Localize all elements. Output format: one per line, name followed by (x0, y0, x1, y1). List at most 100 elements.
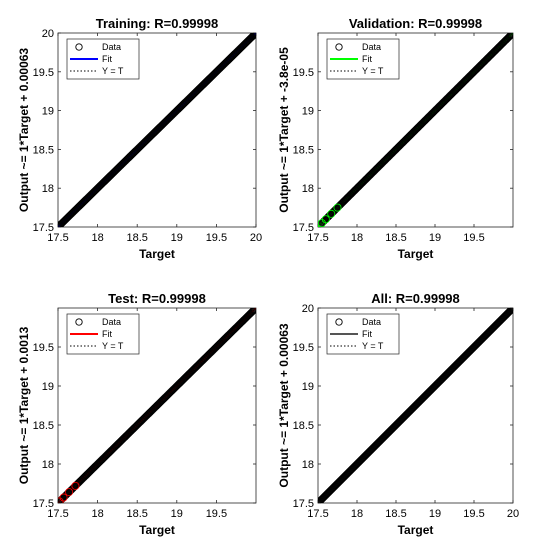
x-tick-label: 19 (171, 508, 183, 520)
plot-area (318, 33, 513, 227)
data-point (250, 308, 256, 314)
x-tick-label: 19 (429, 232, 441, 244)
y-tick-label: 19 (42, 381, 54, 393)
x-tick-label: 19.5 (206, 508, 227, 520)
y-tick-label: 17.5 (33, 498, 54, 510)
y-tick-label: 18.5 (33, 420, 54, 432)
chart-title: Test: R=0.99998 (108, 291, 206, 306)
data-point (507, 33, 513, 39)
y-tick-label: 19 (302, 106, 314, 118)
y-tick-label: 18.5 (293, 420, 314, 432)
chart-title: All: R=0.99998 (371, 291, 460, 306)
legend-data-marker (75, 318, 83, 326)
legend-label: Fit (102, 54, 112, 64)
x-tick-label: 19 (171, 232, 183, 244)
chart-title: Validation: R=0.99998 (349, 16, 482, 31)
y-axis-label: Output ~= 1*Target + 0.00063 (277, 323, 291, 488)
data-point-highlight (321, 215, 330, 224)
x-tick-label: 18 (91, 232, 103, 244)
data-point (508, 308, 513, 313)
data-point (509, 308, 513, 312)
legend-label: Data (102, 317, 121, 327)
y-tick-label: 20 (302, 303, 314, 315)
x-axis-label: Target (139, 523, 175, 537)
data-point (250, 308, 256, 314)
x-tick-label: 18 (91, 508, 103, 520)
y-tick-label: 19 (42, 106, 54, 118)
data-point (249, 33, 256, 40)
x-tick-label: 19.5 (463, 232, 484, 244)
y-axis-label: Output ~= 1*Target + 0.0013 (17, 326, 31, 484)
x-tick-label: 19 (429, 508, 441, 520)
data-point-highlight (65, 488, 74, 497)
x-tick-label: 17.5 (307, 508, 328, 520)
x-tick-label: 17.5 (47, 232, 68, 244)
plot-area (58, 33, 256, 227)
y-tick-label: 18.5 (293, 144, 314, 156)
y-axis-label: Output ~= 1*Target + -3.8e-05 (277, 47, 291, 213)
data-point (506, 33, 513, 40)
x-tick-label: 17.5 (307, 232, 328, 244)
data-point (507, 308, 513, 314)
legend-data-marker (335, 318, 343, 326)
data-point (507, 33, 513, 39)
data-point-highlight (327, 209, 336, 218)
y-tick-label: 20 (42, 28, 54, 40)
chart-panel-1: 17.5 18 18.5 19 19.5 20 17.5 18 18.5 19 19.5 20 Trai… (17, 16, 262, 261)
y-tick-label: 18 (42, 459, 54, 471)
x-tick-label: 18.5 (126, 508, 147, 520)
legend-label: Data (362, 42, 381, 52)
y-tick-label: 19.5 (293, 67, 314, 79)
y-tick-label: 19.5 (293, 342, 314, 354)
y-tick-label: 17.5 (293, 498, 314, 510)
x-tick-label: 20 (507, 508, 519, 520)
legend: Data Fit Y = T (326, 313, 400, 355)
legend-label: Data (102, 42, 121, 52)
legend-label: Fit (102, 329, 112, 339)
y-tick-label: 18 (42, 183, 54, 195)
plot-area (58, 308, 256, 503)
y-tick-label: 18.5 (33, 144, 54, 156)
legend: Data Fit Y = T (66, 38, 140, 80)
x-axis-label: Target (139, 247, 175, 261)
data-point (507, 308, 513, 314)
x-tick-label: 20 (250, 232, 262, 244)
plot-area (318, 308, 513, 503)
data-point (250, 33, 256, 39)
x-tick-label: 18 (351, 508, 363, 520)
y-tick-label: 19.5 (33, 67, 54, 79)
y-tick-label: 18 (302, 459, 314, 471)
chart-panel-2: 17.5 18 18.5 19 19.5 17.5 18 18.5 19 19.5 Validati… (277, 16, 514, 261)
x-axis-label: Target (398, 247, 434, 261)
data-point (248, 308, 256, 316)
legend-label: Y = T (102, 66, 124, 76)
x-tick-label: 17.5 (47, 508, 68, 520)
x-tick-label: 18 (351, 232, 363, 244)
data-point (249, 308, 256, 315)
x-tick-label: 19.5 (463, 508, 484, 520)
legend-data-marker (335, 43, 343, 51)
y-tick-label: 18 (302, 183, 314, 195)
data-point (506, 308, 513, 315)
legend: Data Fit Y = T (66, 313, 140, 355)
legend-data-marker (75, 43, 83, 51)
y-tick-label: 17.5 (293, 222, 314, 234)
chart-title: Training: R=0.99998 (96, 16, 218, 31)
y-axis-label: Output ~= 1*Target + 0.00063 (17, 48, 31, 213)
y-tick-label: 19 (302, 381, 314, 393)
data-point-highlight (71, 481, 80, 490)
legend-label: Data (362, 317, 381, 327)
legend-label: Y = T (362, 341, 384, 351)
data-point (250, 33, 256, 39)
legend-label: Fit (362, 54, 372, 64)
y-tick-label: 17.5 (33, 222, 54, 234)
x-axis-label: Target (398, 523, 434, 537)
x-tick-label: 18.5 (126, 232, 147, 244)
data-point-highlight (333, 203, 342, 212)
chart-panel-3: 17.5 18 18.5 19 19.5 17.5 18 18.5 19 19.5 Test: R=… (17, 291, 257, 537)
x-tick-label: 19.5 (206, 232, 227, 244)
y-tick-label: 19.5 (33, 342, 54, 354)
chart-panel-4: 17.5 18 18.5 19 19.5 20 17.5 18 18.5 19 19.5 20 All:… (277, 291, 519, 537)
legend-label: Fit (362, 329, 372, 339)
